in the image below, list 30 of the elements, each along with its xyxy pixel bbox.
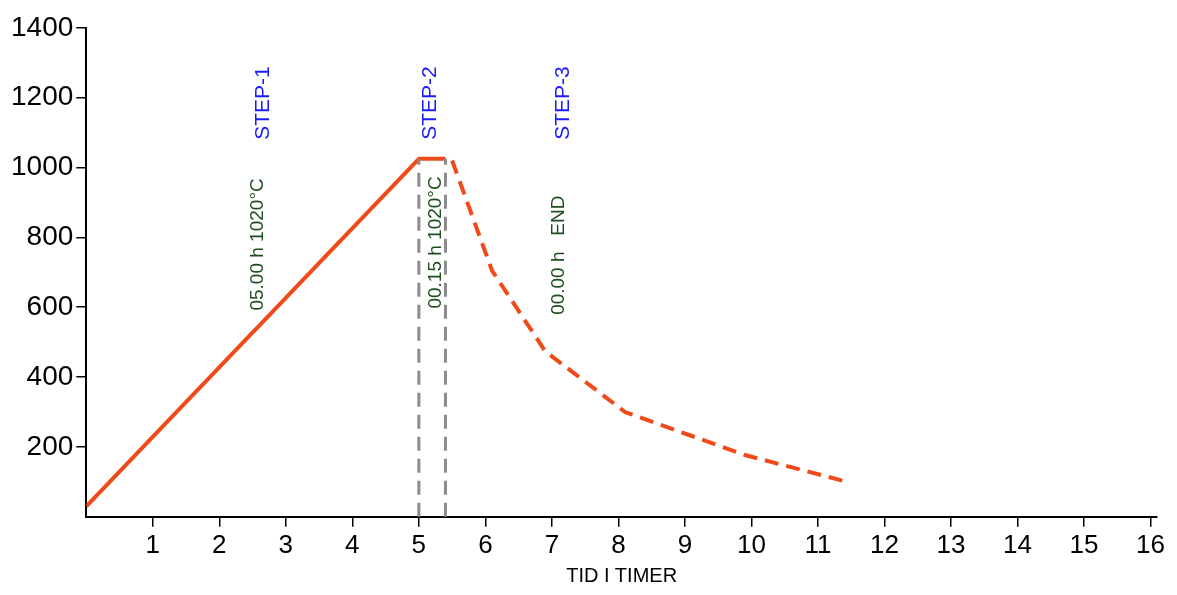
y-tick-label: 1400 — [10, 10, 74, 42]
x-tick-label: 13 — [936, 528, 966, 559]
annotation: 00.00 h END — [546, 195, 568, 315]
y-tick-label: 1000 — [10, 150, 74, 182]
y-tick-label: 1200 — [10, 80, 74, 112]
annotation: STEP-3 — [549, 66, 573, 140]
annotation: 00.15 h 1020°C — [423, 176, 445, 309]
x-tick-label: 16 — [1136, 528, 1165, 559]
x-tick-label: 1 — [145, 528, 161, 559]
annotation: 05.00 h 1020°C — [245, 178, 267, 311]
x-tick-label: 14 — [1003, 528, 1032, 559]
x-tick-label: 7 — [544, 528, 560, 559]
x-tick-label: 11 — [804, 528, 832, 559]
x-tick-label: 5 — [411, 528, 427, 559]
x-tick-label: 6 — [478, 528, 493, 559]
y-tick-label: 400 — [26, 359, 74, 391]
x-axis-title: TID I TIMER — [566, 563, 678, 586]
y-tick-label: 800 — [26, 220, 74, 252]
x-tick-label: 3 — [278, 528, 294, 559]
x-tick-label: 10 — [736, 528, 766, 559]
y-tick-label: 600 — [26, 289, 74, 321]
annotation: STEP-1 — [249, 66, 273, 140]
x-tick-label: 2 — [212, 528, 227, 559]
x-tick-label: 8 — [611, 528, 626, 559]
x-tick-label: 4 — [345, 528, 360, 559]
x-tick-label: 9 — [677, 528, 693, 559]
x-tick-label: 15 — [1069, 528, 1099, 559]
x-tick-label: 12 — [869, 528, 899, 559]
y-tick-label: 200 — [26, 429, 74, 461]
annotation: STEP-2 — [416, 66, 440, 140]
